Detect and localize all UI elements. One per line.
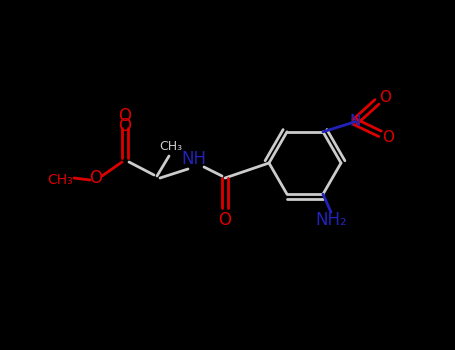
Text: O: O — [379, 90, 391, 105]
Text: O: O — [118, 107, 131, 125]
Text: NH: NH — [182, 150, 207, 168]
Text: CH₃: CH₃ — [159, 140, 182, 153]
Text: NH₂: NH₂ — [315, 211, 347, 229]
Text: O: O — [118, 117, 131, 135]
Text: N: N — [349, 114, 361, 129]
Text: O: O — [382, 130, 394, 145]
Text: O: O — [218, 211, 232, 229]
Text: O: O — [90, 169, 102, 187]
Text: CH₃: CH₃ — [47, 173, 73, 187]
